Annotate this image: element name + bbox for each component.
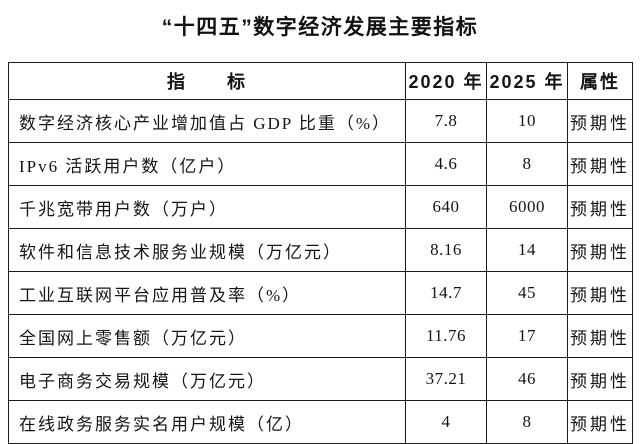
- document-page: “十四五”数字经济发展主要指标 指 标 2020 年 2025 年 属性 数字经…: [0, 11, 640, 444]
- value-2020-cell: 4.6: [405, 142, 487, 186]
- value-2025-cell: 45: [486, 271, 568, 315]
- table-row: IPv6 活跃用户数（亿户） 4.6 8 预期性: [8, 142, 633, 186]
- value-2025-cell: 14: [486, 228, 568, 272]
- indicator-cell: 千兆宽带用户数（万户）: [8, 185, 406, 229]
- page-title: “十四五”数字经济发展主要指标: [161, 16, 479, 39]
- value-2025-cell: 8: [486, 400, 568, 444]
- indicator-cell: 在线政务服务实名用户规模（亿）: [8, 400, 406, 444]
- value-2025-cell: 17: [486, 314, 568, 358]
- attribute-cell: 预期性: [567, 357, 633, 401]
- indicator-cell: 数字经济核心产业增加值占 GDP 比重（%）: [8, 99, 406, 143]
- header-attribute: 属性: [567, 62, 633, 100]
- value-2020-cell: 640: [405, 185, 487, 229]
- value-2025-cell: 46: [486, 357, 568, 401]
- indicator-cell: IPv6 活跃用户数（亿户）: [8, 142, 406, 186]
- attribute-cell: 预期性: [567, 400, 633, 444]
- value-2025-cell: 10: [486, 99, 568, 143]
- indicator-cell: 工业互联网平台应用普及率（%）: [8, 271, 406, 315]
- header-year-2020: 2020 年: [405, 62, 487, 100]
- header-year-2025: 2025 年: [486, 62, 568, 100]
- table-row: 千兆宽带用户数（万户） 640 6000 预期性: [8, 185, 633, 229]
- value-2020-cell: 14.7: [405, 271, 487, 315]
- indicator-cell: 软件和信息技术服务业规模（万亿元）: [8, 228, 406, 272]
- value-2025-cell: 6000: [486, 185, 568, 229]
- value-2025-cell: 8: [486, 142, 568, 186]
- table-row: 电子商务交易规模（万亿元） 37.21 46 预期性: [8, 357, 633, 401]
- attribute-cell: 预期性: [567, 228, 633, 272]
- attribute-cell: 预期性: [567, 142, 633, 186]
- value-2020-cell: 11.76: [405, 314, 487, 358]
- indicator-cell: 全国网上零售额（万亿元）: [8, 314, 406, 358]
- indicator-cell: 电子商务交易规模（万亿元）: [8, 357, 406, 401]
- attribute-cell: 预期性: [567, 99, 633, 143]
- header-row: 指 标 2020 年 2025 年 属性: [8, 62, 633, 100]
- table-row: 数字经济核心产业增加值占 GDP 比重（%） 7.8 10 预期性: [8, 99, 633, 143]
- value-2020-cell: 4: [405, 400, 487, 444]
- table-row: 软件和信息技术服务业规模（万亿元） 8.16 14 预期性: [8, 228, 633, 272]
- value-2020-cell: 37.21: [405, 357, 487, 401]
- value-2020-cell: 7.8: [405, 99, 487, 143]
- table-row: 在线政务服务实名用户规模（亿） 4 8 预期性: [8, 400, 633, 444]
- attribute-cell: 预期性: [567, 314, 633, 358]
- header-indicator: 指 标: [8, 62, 406, 100]
- table-row: 工业互联网平台应用普及率（%） 14.7 45 预期性: [8, 271, 633, 315]
- attribute-cell: 预期性: [567, 185, 633, 229]
- attribute-cell: 预期性: [567, 271, 633, 315]
- indicators-table: 指 标 2020 年 2025 年 属性 数字经济核心产业增加值占 GDP 比重…: [8, 62, 633, 444]
- value-2020-cell: 8.16: [405, 228, 487, 272]
- table-row: 全国网上零售额（万亿元） 11.76 17 预期性: [8, 314, 633, 358]
